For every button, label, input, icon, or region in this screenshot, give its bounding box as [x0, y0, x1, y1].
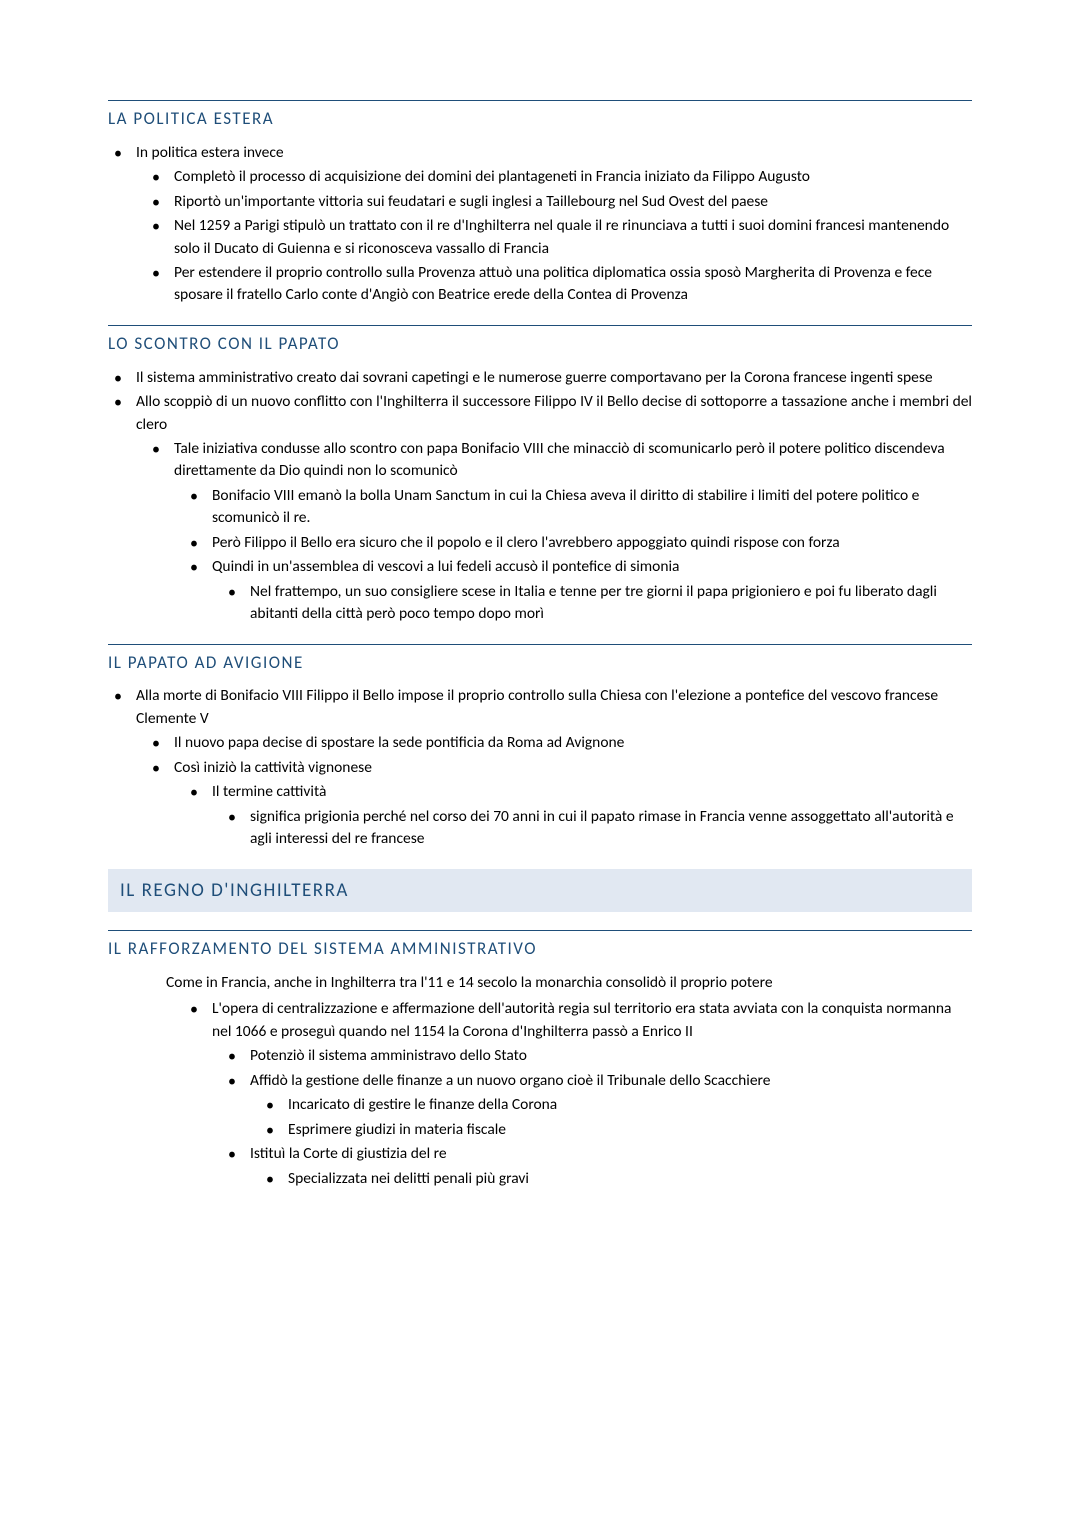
document-body: LA POLITICA ESTERA In politica estera in… [108, 100, 972, 1190]
list-item-text: Tale iniziativa condusse allo scontro co… [174, 439, 945, 480]
list-item-text: Completò il processo di acquisizione dei… [174, 167, 810, 186]
section-heading: LA POLITICA ESTERA [108, 107, 972, 132]
section-scontro-papato: LO SCONTRO CON IL PAPATO Il sistema ammi… [108, 325, 972, 626]
list-item-text: L'opera di centralizzazione e affermazio… [212, 999, 951, 1040]
list-item-text: Per estendere il proprio controllo sulla… [174, 263, 932, 304]
list-item-text: Nel 1259 a Parigi stipulò un trattato co… [174, 216, 949, 257]
list-item: Quindi in un'assemblea di vescovi a lui … [184, 556, 972, 578]
list-item: Riportò un'importante vittoria sui feuda… [146, 191, 972, 213]
bullet-list: Il sistema amministrativo creato dai sov… [108, 367, 972, 626]
list-item-text: Incaricato di gestire le finanze della C… [288, 1095, 557, 1114]
list-item: Così iniziò la cattività vignonese [146, 757, 972, 779]
list-item: Istituì la Corte di giustizia del re [222, 1143, 972, 1165]
list-item: Completò il processo di acquisizione dei… [146, 166, 972, 188]
list-item: L'opera di centralizzazione e affermazio… [184, 998, 972, 1043]
list-item-text: Alla morte di Bonifacio VIII Filippo il … [136, 686, 938, 727]
list-item-text: Il sistema amministrativo creato dai sov… [136, 368, 933, 387]
list-item: Il termine cattività [184, 781, 972, 803]
section-rule [108, 644, 972, 645]
list-item-text: Riportò un'importante vittoria sui feuda… [174, 192, 768, 211]
list-item-text: Bonifacio VIII emanò la bolla Unam Sanct… [212, 486, 919, 527]
section-politica-estera: LA POLITICA ESTERA In politica estera in… [108, 100, 972, 307]
bullet-list: In politica estera invece Completò il pr… [108, 142, 972, 307]
list-item: In politica estera invece [108, 142, 972, 164]
list-item: Il sistema amministrativo creato dai sov… [108, 367, 972, 389]
section-rafforzamento: IL RAFFORZAMENTO DEL SISTEMA AMMINISTRAT… [108, 930, 972, 1190]
section-papato-avignone: IL PAPATO AD AVIGIONE Alla morte di Boni… [108, 644, 972, 851]
section-heading: IL PAPATO AD AVIGIONE [108, 651, 972, 676]
list-item: Però Filippo il Bello era sicuro che il … [184, 532, 972, 554]
list-item-text: Quindi in un'assemblea di vescovi a lui … [212, 557, 679, 576]
list-item-text: Così iniziò la cattività vignonese [174, 758, 372, 777]
section-rule [108, 930, 972, 931]
bullet-list: Alla morte di Bonifacio VIII Filippo il … [108, 685, 972, 850]
list-item: Esprimere giudizi in materia fiscale [260, 1119, 972, 1141]
list-item-text: Però Filippo il Bello era sicuro che il … [212, 533, 840, 552]
list-item-text: Il termine cattività [212, 782, 326, 801]
intro-paragraph: Come in Francia, anche in Inghilterra tr… [166, 972, 972, 994]
section-rule [108, 325, 972, 326]
list-item-text: Esprimere giudizi in materia fiscale [288, 1120, 506, 1139]
list-item-text: Affidò la gestione delle finanze a un nu… [250, 1071, 770, 1090]
list-item-text: Potenziò il sistema amministravo dello S… [250, 1046, 527, 1065]
list-item: Incaricato di gestire le finanze della C… [260, 1094, 972, 1116]
list-item-text: In politica estera invece [136, 143, 284, 162]
list-item: Affidò la gestione delle finanze a un nu… [222, 1070, 972, 1092]
list-item: Potenziò il sistema amministravo dello S… [222, 1045, 972, 1067]
list-item-text: significa prigionia perché nel corso dei… [250, 807, 954, 848]
list-item: Bonifacio VIII emanò la bolla Unam Sanct… [184, 485, 972, 530]
section-rule [108, 100, 972, 101]
list-item: Nel 1259 a Parigi stipulò un trattato co… [146, 215, 972, 260]
bullet-list: L'opera di centralizzazione e affermazio… [108, 998, 972, 1190]
list-item-text: Allo scoppiò di un nuovo conflitto con l… [136, 392, 972, 433]
list-item-text: Nel frattempo, un suo consigliere scese … [250, 582, 937, 623]
main-heading-bar: IL REGNO D'INGHILTERRA [108, 869, 972, 913]
list-item: Specializzata nei delitti penali più gra… [260, 1168, 972, 1190]
list-item-text: Istituì la Corte di giustizia del re [250, 1144, 447, 1163]
list-item: significa prigionia perché nel corso dei… [222, 806, 972, 851]
section-heading: IL RAFFORZAMENTO DEL SISTEMA AMMINISTRAT… [108, 937, 972, 962]
list-item: Per estendere il proprio controllo sulla… [146, 262, 972, 307]
list-item-text: Il nuovo papa decise di spostare la sede… [174, 733, 624, 752]
list-item: Tale iniziativa condusse allo scontro co… [146, 438, 972, 483]
main-heading: IL REGNO D'INGHILTERRA [120, 877, 960, 905]
list-item: Allo scoppiò di un nuovo conflitto con l… [108, 391, 972, 436]
list-item: Nel frattempo, un suo consigliere scese … [222, 581, 972, 626]
list-item: Alla morte di Bonifacio VIII Filippo il … [108, 685, 972, 730]
section-heading: LO SCONTRO CON IL PAPATO [108, 332, 972, 357]
list-item-text: Specializzata nei delitti penali più gra… [288, 1169, 529, 1188]
list-item: Il nuovo papa decise di spostare la sede… [146, 732, 972, 754]
